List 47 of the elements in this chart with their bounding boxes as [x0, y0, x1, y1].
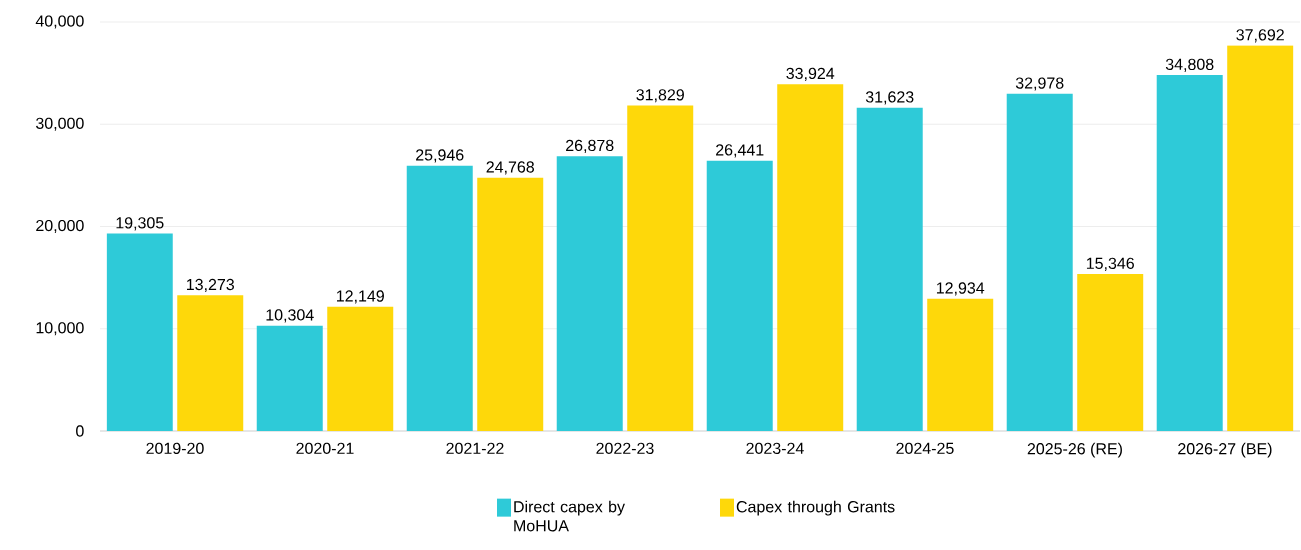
bar: [856, 107, 923, 431]
data-label: 37,692: [1236, 29, 1284, 43]
bar: [177, 295, 244, 431]
data-label: 33,924: [786, 67, 835, 81]
bar: [406, 165, 473, 431]
x-tick-label: 2025-26 (RE): [1027, 442, 1122, 458]
data-label: 31,829: [636, 89, 684, 103]
data-label: 12,149: [337, 290, 384, 304]
data-label: 13,273: [187, 278, 234, 293]
bar: [777, 84, 844, 431]
bar: [477, 177, 544, 431]
y-tick-label: 30,000: [36, 117, 84, 131]
x-tick-label: 2023-24: [746, 442, 804, 454]
bar: [106, 233, 173, 431]
x-tick-label: 2022-23: [596, 442, 654, 454]
data-label: 34,808: [1165, 58, 1214, 72]
x-tick-label: 2024-25: [896, 442, 954, 454]
data-label: 24,768: [486, 161, 535, 175]
x-tick-label: 2026-27 (BE): [1178, 442, 1272, 458]
y-tick-label: 40,000: [35, 15, 84, 29]
y-tick-label: 10,000: [36, 322, 84, 336]
bar: [1077, 274, 1144, 431]
x-tick-label: 2020-21: [296, 442, 354, 454]
data-label: 26,441: [716, 144, 764, 158]
bar: [256, 325, 323, 431]
data-label: 25,946: [416, 149, 464, 163]
legend-label: Capex through Grants: [736, 500, 895, 516]
data-label: 19,305: [116, 217, 164, 231]
bar: [1156, 75, 1223, 431]
bar: [927, 298, 994, 431]
data-label: 15,346: [1086, 257, 1134, 271]
bar: [556, 156, 623, 431]
y-tick-label: 20,000: [36, 219, 84, 234]
legend-label: Direct capex by MoHUA: [514, 500, 625, 532]
bar: [627, 105, 694, 431]
bar: [1006, 93, 1073, 431]
data-label: 10,304: [266, 309, 314, 323]
x-tick-label: 2019-20: [146, 442, 204, 454]
y-tick-label: 0: [76, 425, 84, 437]
data-label: 32,978: [1015, 77, 1064, 91]
data-label: 12,934: [936, 282, 985, 296]
bar: [1227, 45, 1294, 431]
data-label: 26,878: [566, 139, 614, 153]
x-tick-label: 2021-22: [446, 442, 504, 454]
data-label: 31,623: [865, 91, 914, 105]
bar: [327, 306, 394, 431]
bar: [706, 160, 773, 431]
